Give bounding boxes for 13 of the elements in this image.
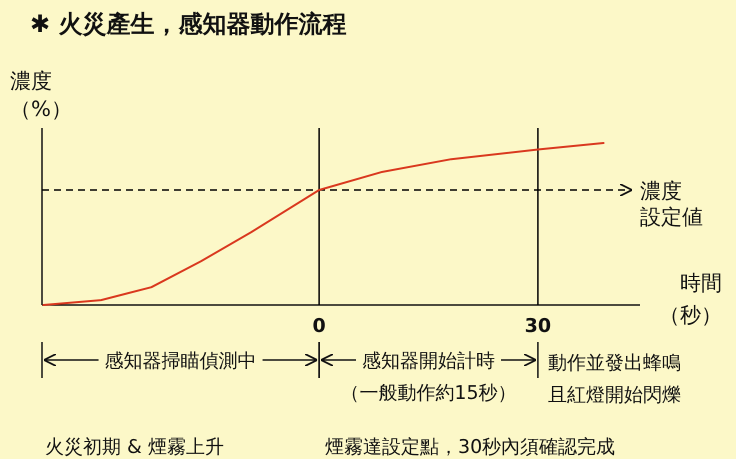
text: 火災初期 & 煙霧上升 bbox=[45, 436, 224, 458]
x-tick-label: 0 bbox=[312, 315, 326, 337]
x-axis-title: 時間（秒） bbox=[659, 271, 722, 327]
text: 感知器開始計時 bbox=[362, 350, 496, 372]
chart-title: ✱ 火災產生，感知器動作流程 bbox=[30, 10, 346, 38]
text: 煙霧達設定點，30秒內須確認完成 bbox=[325, 436, 616, 458]
text: 感知器掃瞄偵測中 bbox=[104, 350, 257, 372]
text: 動作並發出蜂鳴 bbox=[548, 352, 681, 374]
x-tick-label: 30 bbox=[524, 315, 552, 337]
text: 且紅燈開始閃爍 bbox=[548, 384, 681, 406]
ref-line-label: 濃度設定値 bbox=[640, 178, 703, 229]
text: （一般動作約15秒） bbox=[340, 382, 517, 404]
y-axis-title: 濃度（%） bbox=[10, 69, 72, 121]
